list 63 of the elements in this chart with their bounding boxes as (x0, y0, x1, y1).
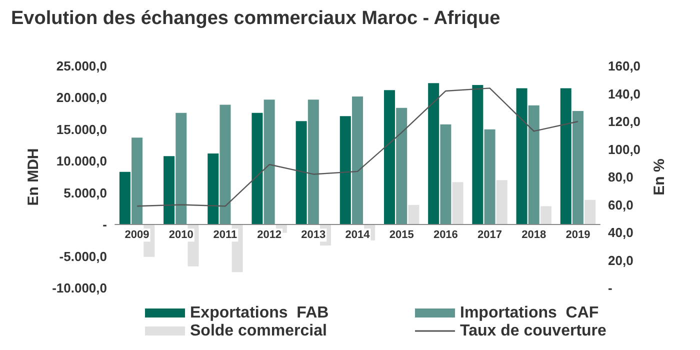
y2-tick-label: 40,0 (608, 225, 634, 240)
bar (428, 83, 440, 225)
bar (252, 112, 263, 225)
y2-tick-label: 160,0 (608, 58, 641, 74)
y2-tick-label: - (608, 280, 612, 296)
x-tick-label: 2017 (478, 229, 502, 242)
x-tick-label: 2011 (213, 229, 238, 242)
bar (132, 138, 143, 225)
bar (220, 104, 231, 225)
y-tick-label: 20.000,0 (56, 90, 107, 106)
y-axis-title: En MDH (25, 148, 42, 206)
x-tick-label: 2016 (433, 229, 458, 242)
y2-tick-label: 120,0 (608, 114, 641, 129)
y2-tick-label: 80,0 (608, 170, 634, 184)
y2-tick-label: 60,0 (608, 197, 634, 212)
x-tick-label: 2010 (168, 229, 194, 242)
y2-tick-label: 20,0 (608, 252, 634, 268)
x-tick-label: 2012 (257, 229, 282, 242)
bar (540, 206, 552, 225)
bar (484, 129, 496, 225)
y-tick-label: -10.000,0 (52, 280, 107, 296)
legend-label: Importations CAF (460, 304, 599, 322)
y-tick-label: -5.000,0 (59, 248, 107, 264)
bar (352, 96, 363, 225)
y2-axis-title: En % (651, 158, 668, 196)
y-tick-label: 15.000,0 (56, 122, 107, 137)
bar (296, 121, 307, 225)
x-tick-label: 2015 (389, 229, 414, 242)
y-tick-label: 10.000,0 (56, 154, 107, 169)
bar (396, 108, 408, 225)
x-tick-label: 2014 (345, 229, 371, 242)
bar (208, 154, 219, 225)
x-tick-label: 2009 (124, 229, 150, 242)
bar (440, 124, 452, 225)
y-tick-label: 5.000,0 (64, 185, 107, 200)
legend-label: Solde commercial (190, 322, 327, 340)
bar (496, 180, 508, 225)
line-series (136, 88, 579, 207)
chart-title: Evolution des échanges commerciaux Maroc - Afrique (11, 8, 500, 29)
legend-label: Exportations FAB (190, 304, 329, 322)
bar (340, 116, 351, 225)
y-tick-label: - (102, 217, 107, 232)
bar (408, 204, 420, 225)
bar (308, 100, 319, 225)
bar (452, 182, 464, 225)
bar (572, 111, 584, 225)
bar (560, 88, 572, 225)
bar (472, 85, 484, 225)
y-tick-label: 25.000,0 (56, 58, 107, 74)
bar (528, 105, 540, 225)
bar (264, 100, 275, 225)
bar (176, 112, 187, 225)
bar (119, 172, 130, 225)
x-tick-label: 2018 (522, 229, 546, 242)
y2-tick-label: 140,0 (608, 86, 641, 102)
bar (384, 90, 395, 225)
y2-tick-label: 100,0 (608, 142, 641, 157)
bar (164, 156, 175, 225)
legend-label: Taux de couverture (460, 322, 607, 340)
bar (516, 88, 528, 225)
bar (584, 200, 596, 225)
x-tick-label: 2013 (301, 229, 326, 242)
x-tick-label: 2019 (566, 229, 590, 242)
